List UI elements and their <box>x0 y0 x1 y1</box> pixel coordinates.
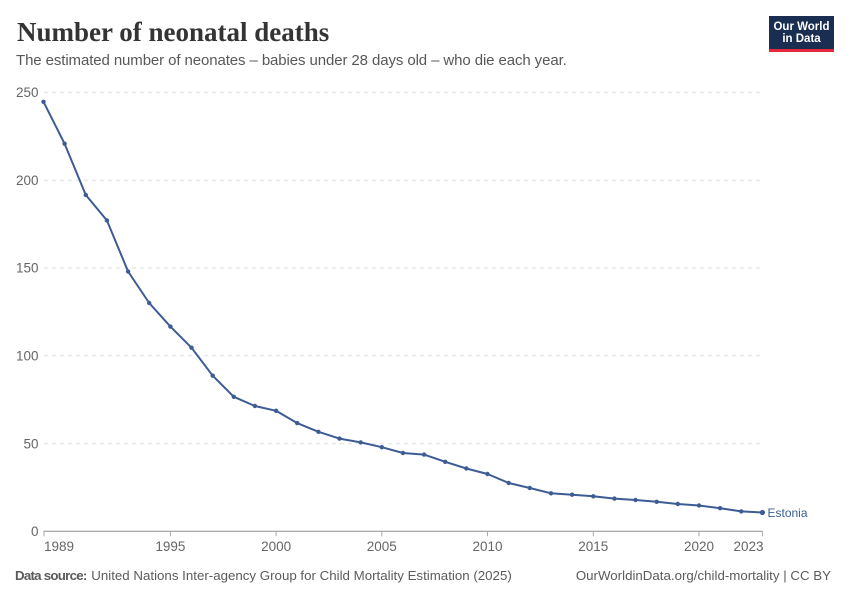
svg-text:1995: 1995 <box>155 539 185 554</box>
svg-text:2005: 2005 <box>367 539 397 554</box>
svg-text:50: 50 <box>23 436 38 451</box>
svg-text:2010: 2010 <box>472 539 502 554</box>
svg-text:150: 150 <box>16 261 39 276</box>
svg-text:1989: 1989 <box>44 539 74 554</box>
svg-text:2000: 2000 <box>261 539 291 554</box>
svg-text:0: 0 <box>31 524 39 539</box>
svg-text:2015: 2015 <box>578 539 608 554</box>
svg-text:200: 200 <box>16 173 39 188</box>
svg-text:2020: 2020 <box>684 539 714 554</box>
svg-text:2023: 2023 <box>733 539 763 554</box>
svg-text:Estonia: Estonia <box>768 506 808 520</box>
svg-text:250: 250 <box>16 85 39 100</box>
svg-text:100: 100 <box>16 349 39 364</box>
